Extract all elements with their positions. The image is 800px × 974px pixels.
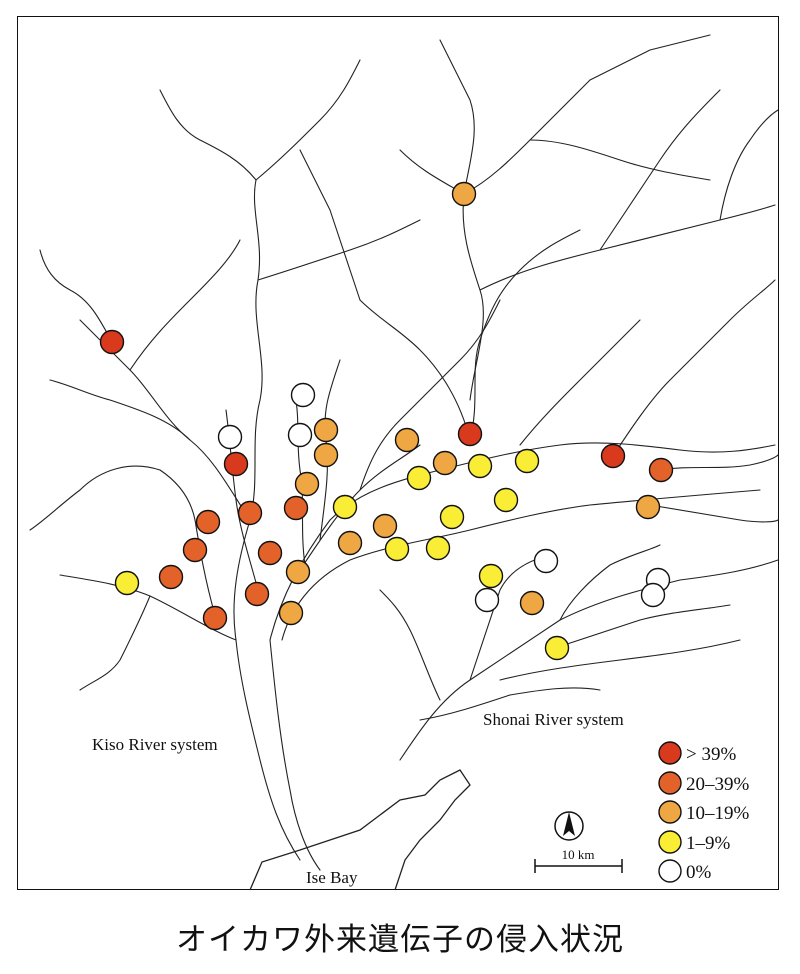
site-marker: [384, 536, 410, 562]
site-marker: [195, 509, 221, 535]
site-marker: [519, 590, 545, 616]
site-marker: [217, 424, 243, 450]
site-marker: [313, 417, 339, 443]
site-marker: [432, 450, 458, 476]
site-marker: [478, 563, 504, 589]
sampling-sites: [99, 181, 674, 661]
legend-swatch-10-19: [658, 800, 682, 824]
site-marker: [394, 427, 420, 453]
site-marker: [406, 465, 432, 491]
site-marker: [332, 494, 358, 520]
site-marker: [451, 181, 477, 207]
site-marker: [439, 504, 465, 530]
shonai-river-system-label: Shonai River system: [483, 710, 624, 729]
figure-caption: オイカワ外来遺伝子の侵入状況: [176, 922, 624, 958]
site-marker: [290, 382, 316, 408]
legend-label-20-39: 20–39%: [686, 774, 750, 795]
site-marker: [287, 422, 313, 448]
site-marker: [457, 421, 483, 447]
site-marker: [467, 453, 493, 479]
site-marker: [474, 587, 500, 613]
site-marker: [257, 540, 283, 566]
site-marker: [533, 548, 559, 574]
legend-label-1-9: 1–9%: [686, 833, 731, 854]
site-marker: [493, 487, 519, 513]
kiso-river-system-label: Kiso River system: [92, 735, 218, 754]
site-marker: [114, 570, 140, 596]
site-marker: [544, 635, 570, 661]
legend-swatch-0: [658, 859, 682, 883]
site-marker: [294, 471, 320, 497]
site-marker: [158, 564, 184, 590]
legend-swatch-1-9: [658, 830, 682, 854]
river-network: [29, 34, 779, 891]
site-marker: [372, 513, 398, 539]
site-marker: [182, 537, 208, 563]
site-marker: [278, 600, 304, 626]
scale-bar-label: 10 km: [562, 847, 595, 862]
site-marker: [337, 530, 363, 556]
site-marker: [223, 451, 249, 477]
site-marker: [425, 535, 451, 561]
site-marker: [237, 500, 263, 526]
site-marker: [99, 329, 125, 355]
legend-swatch-20-39: [658, 771, 682, 795]
north-arrow-icon: [554, 811, 584, 841]
legend-label-0: 0%: [686, 862, 712, 883]
site-marker: [635, 494, 661, 520]
legend-label-gt39: > 39%: [686, 744, 736, 765]
site-marker: [648, 457, 674, 483]
ise-bay-label: Ise Bay: [306, 868, 358, 887]
site-marker: [600, 443, 626, 469]
site-marker: [244, 581, 270, 607]
scale-bar: 10 km: [534, 847, 623, 873]
site-marker: [285, 559, 311, 585]
map-frame: [17, 16, 779, 890]
legend-swatch-gt39: [658, 741, 682, 765]
site-marker: [514, 448, 540, 474]
site-marker: [313, 442, 339, 468]
site-marker: [283, 495, 309, 521]
legend: > 39% 20–39% 10–19% 1–9% 0%: [658, 741, 750, 883]
legend-label-10-19: 10–19%: [686, 803, 750, 824]
site-marker: [640, 582, 666, 608]
site-marker: [202, 605, 228, 631]
